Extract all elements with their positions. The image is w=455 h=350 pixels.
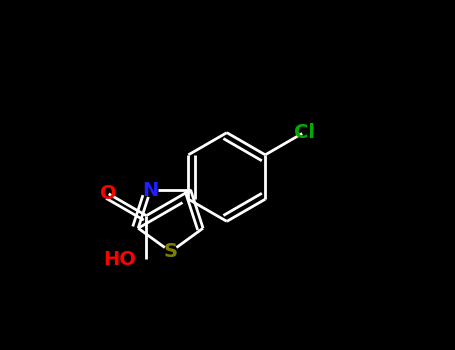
Text: O: O	[101, 184, 117, 203]
Text: S: S	[164, 242, 177, 261]
Text: Cl: Cl	[294, 122, 315, 142]
Text: N: N	[142, 181, 159, 199]
Text: HO: HO	[103, 250, 136, 269]
